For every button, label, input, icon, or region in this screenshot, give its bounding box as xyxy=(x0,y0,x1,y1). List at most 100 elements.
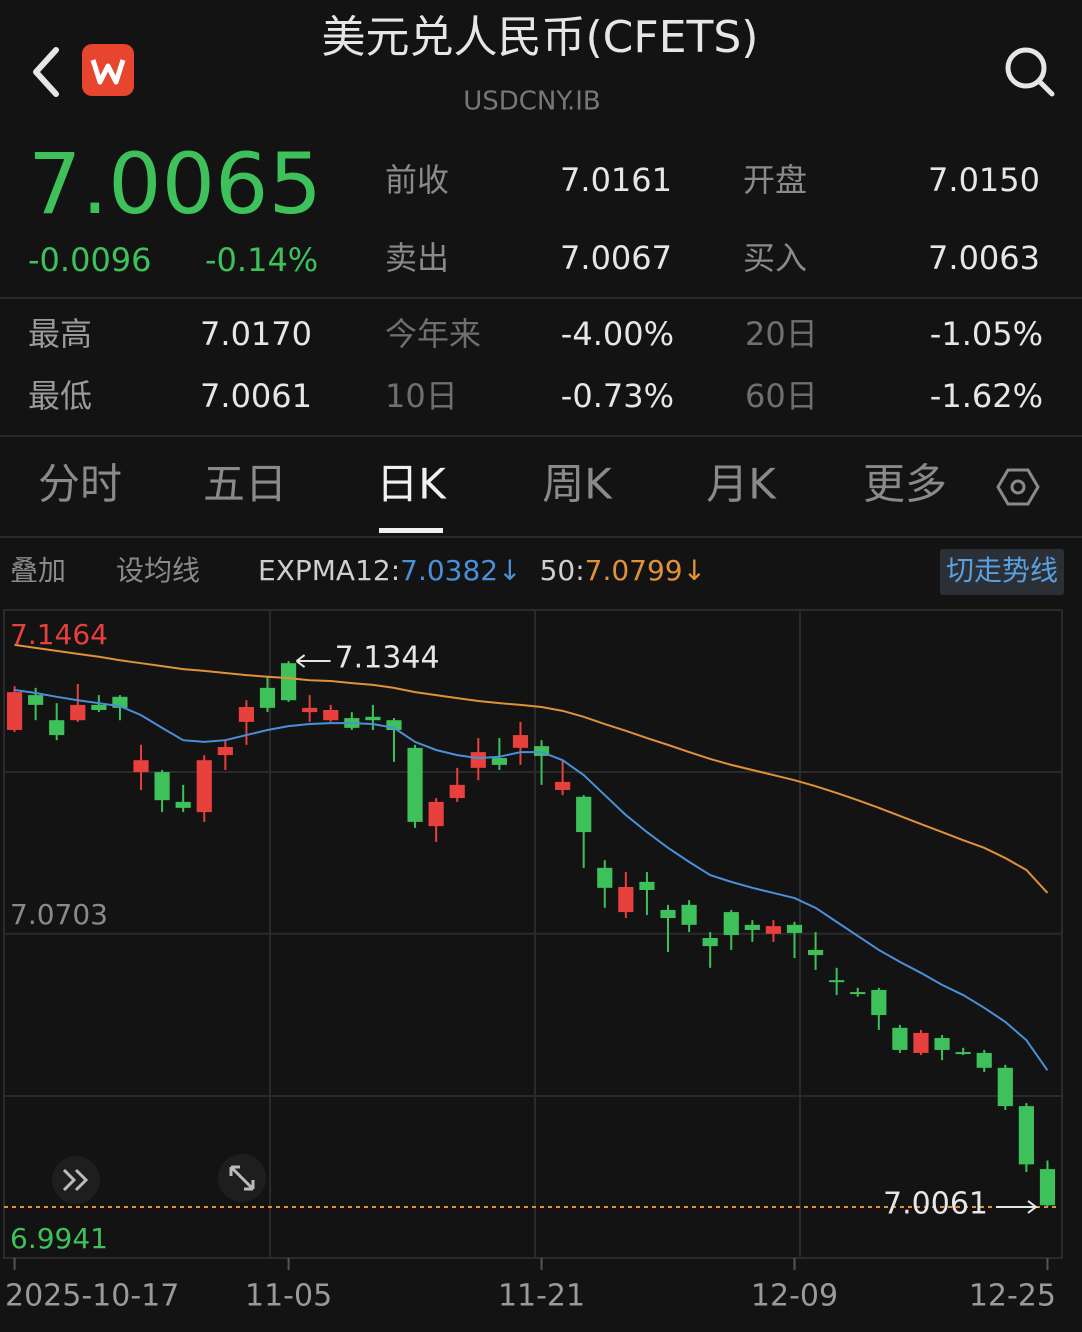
stat-value: 7.0150 xyxy=(928,161,1040,199)
candle-body xyxy=(892,1027,908,1050)
candle-body xyxy=(428,801,444,827)
legend: EXPMA12: 7.0382↓ 50: 7.0799↓ xyxy=(258,554,706,587)
range-value: 7.0061 xyxy=(200,377,312,415)
expand-left-button[interactable] xyxy=(52,1156,100,1204)
app-logo xyxy=(82,44,134,96)
search-icon xyxy=(1005,47,1047,89)
candle-body xyxy=(217,747,233,756)
x-tick-label: 11-05 xyxy=(245,1279,332,1314)
candle-body xyxy=(196,760,212,813)
candle-body xyxy=(407,747,423,822)
back-button[interactable] xyxy=(33,47,59,97)
candle-body xyxy=(997,1067,1013,1107)
settings-button[interactable] xyxy=(996,468,1040,506)
search-button[interactable] xyxy=(1005,47,1055,97)
legend-value: 7.0382↓ xyxy=(400,554,521,587)
candle-body xyxy=(280,663,297,701)
candle-body xyxy=(1039,1169,1056,1206)
switch-trend-button[interactable]: 切走势线 xyxy=(940,549,1064,595)
candle-body xyxy=(49,720,65,736)
tab[interactable]: 五日 xyxy=(203,460,287,509)
candle-body xyxy=(765,926,782,934)
price-change-pct: -0.14% xyxy=(205,241,318,279)
icon xyxy=(62,1168,89,1192)
candle-body xyxy=(597,867,613,888)
candle-body xyxy=(723,912,739,936)
candle-body xyxy=(681,904,697,925)
stat-label: 前收 xyxy=(385,161,449,199)
stat-label: 买入 xyxy=(743,239,807,277)
button-label: 切走势线 xyxy=(946,554,1058,587)
range-value: -4.00% xyxy=(561,315,674,353)
tab[interactable]: 分时 xyxy=(38,460,122,509)
candle-body xyxy=(744,924,760,930)
candle-body xyxy=(302,707,318,713)
candle-body xyxy=(449,784,465,799)
ema-line xyxy=(14,688,1049,1071)
icon xyxy=(229,1165,255,1191)
candle-body xyxy=(976,1052,992,1068)
candle-body xyxy=(871,989,887,1016)
stat-value: 7.0161 xyxy=(560,161,672,199)
candle-body xyxy=(533,746,550,756)
candle-body xyxy=(491,758,507,765)
range-value: 7.0170 xyxy=(200,315,312,353)
page-title: 美元兑人民币(CFETS) xyxy=(322,12,759,63)
set-ma-button[interactable]: 设均线 xyxy=(116,554,200,587)
candle-body xyxy=(259,687,276,708)
y-tick-label: 6.9941 xyxy=(10,1222,108,1255)
range-label: 今年来 xyxy=(385,315,481,353)
x-tick-label: 12-09 xyxy=(751,1279,838,1314)
candle-body xyxy=(28,695,44,705)
candle-body xyxy=(386,720,402,730)
stat-label: 开盘 xyxy=(743,161,807,199)
tab-indicator xyxy=(379,528,443,533)
x-tick-label: 11-21 xyxy=(498,1279,585,1314)
last-price: 7.0065 xyxy=(28,135,322,233)
candle-body xyxy=(70,704,86,721)
search-icon xyxy=(1036,78,1055,97)
tab[interactable]: 月K xyxy=(706,460,777,509)
tab[interactable]: 更多 xyxy=(863,460,947,509)
range-label: 最高 xyxy=(28,315,92,353)
candle-body xyxy=(112,696,128,708)
candle-body xyxy=(91,704,107,710)
legend-name: EXPMA12: xyxy=(258,554,400,587)
candle-body xyxy=(702,938,718,947)
max-label: 7.1344 xyxy=(335,641,440,676)
range-label: 20日 xyxy=(745,315,818,353)
candle-body xyxy=(639,881,655,890)
candle-body xyxy=(154,772,170,801)
candle-body xyxy=(1018,1106,1034,1165)
range-label: 10日 xyxy=(385,377,458,415)
stat-label: 卖出 xyxy=(385,239,449,277)
overlay-button[interactable]: 叠加 xyxy=(10,554,66,587)
candlestick-chart: 7.1464 7.0703 6.9941 2025-10-17 11-05 11-21 12… xyxy=(3,609,1063,1314)
legend-name: 50: xyxy=(540,554,585,587)
candle-body xyxy=(955,1052,971,1055)
page-subtitle: USDCNY.IB xyxy=(463,87,601,117)
y-tick-label: 7.0703 xyxy=(10,898,108,931)
range-value: -1.05% xyxy=(930,315,1043,353)
x-tick-label: 2025-10-17 xyxy=(5,1279,179,1314)
candle-body xyxy=(576,796,592,833)
candle-body xyxy=(786,924,803,933)
x-tick-label: 12-25 xyxy=(969,1279,1056,1314)
candle-body xyxy=(238,707,255,722)
fullscreen-button[interactable] xyxy=(218,1154,266,1202)
range-value: -1.62% xyxy=(930,377,1043,415)
legend-value: 7.0799↓ xyxy=(585,554,706,587)
candle-body xyxy=(470,752,486,768)
candle-body xyxy=(555,781,571,790)
tab[interactable]: 周K xyxy=(542,460,613,509)
quote-stats: 前收 7.0161 开盘 7.0150 卖出 7.0067 买入 7.0063 xyxy=(385,161,1040,277)
button-bg xyxy=(940,549,1064,595)
candle-body xyxy=(660,909,676,919)
tab[interactable]: 日K xyxy=(376,460,447,509)
period-tabs: 分时 五日 日K 周K 月K 更多 xyxy=(38,460,947,533)
range-value: -0.73% xyxy=(561,377,674,415)
y-tick-label: 7.1464 xyxy=(10,618,108,651)
candle-body xyxy=(618,886,634,913)
